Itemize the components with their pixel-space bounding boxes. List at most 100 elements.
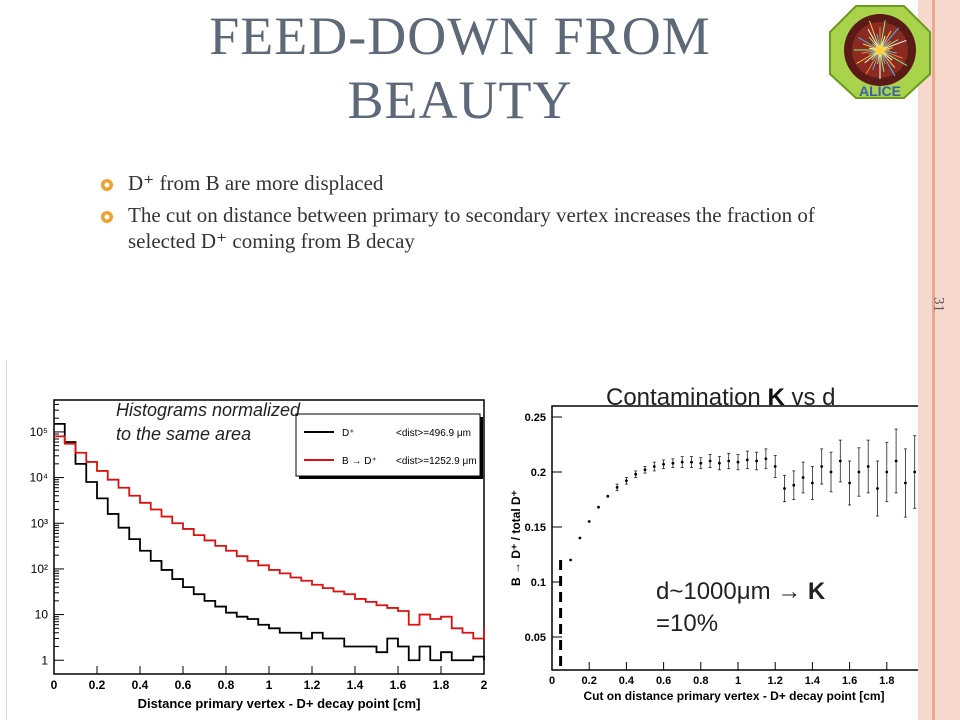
x-tick-label: 0 (51, 678, 58, 692)
data-point (680, 460, 684, 464)
data-point (904, 481, 907, 485)
logo-ray (879, 49, 896, 77)
distance-histogram-chart: 1 10 10² 10³ 10⁴ 10⁵ 0 0.2 0.4 0.6 0.8 1 1.2 1.4 1.6 1.… (29, 399, 488, 711)
x-tick-label: 2 (481, 678, 488, 692)
contamination-label: Contamination K vs d (606, 384, 835, 412)
data-point (764, 457, 768, 461)
data-point (690, 460, 693, 464)
x-tick-label: 1 (266, 678, 273, 692)
data-point (587, 520, 591, 523)
data-point (718, 461, 721, 465)
data-point (727, 459, 731, 463)
data-point (773, 465, 777, 468)
data-point (811, 481, 814, 485)
bullet-list: D⁺ from B are more displaced The cut on … (100, 170, 860, 260)
x-tick-label: 1.6 (390, 678, 407, 692)
x-tick-label: 1.8 (433, 678, 450, 692)
legend-label: B → D⁺ (342, 456, 377, 467)
y-axis-label: B → D⁺ / total D⁺ (509, 490, 523, 586)
contamination-prefix: Contamination (606, 384, 768, 411)
data-point (745, 458, 749, 462)
data-point (866, 465, 870, 468)
bullet-item: D⁺ from B are more displaced (100, 170, 860, 196)
y-tick-label: 0.05 (525, 632, 546, 644)
data-point (606, 494, 610, 498)
dval-prefix: d~1000μm → (656, 578, 808, 605)
data-point (615, 486, 619, 489)
data-point (894, 459, 898, 463)
data-point (652, 465, 656, 468)
bullet-icon (101, 179, 113, 191)
data-point (783, 487, 786, 490)
y-tick-label: 10⁵ (30, 425, 48, 439)
x-tick-label: 0.6 (175, 678, 192, 692)
data-point (569, 558, 572, 562)
data-point (848, 481, 851, 485)
bullet-item: The cut on distance between primary to s… (100, 202, 860, 254)
contamination-k: K (767, 384, 785, 411)
x-tick-label: 1.8 (879, 675, 894, 687)
data-point (801, 476, 805, 479)
y-tick-label: 0.2 (531, 467, 546, 479)
legend-label: D⁺ (342, 428, 355, 439)
contamination-suffix: vs d (784, 384, 836, 411)
data-point (829, 470, 833, 474)
data-point (662, 462, 665, 466)
data-point (792, 483, 796, 487)
x-tick-label: 0.2 (582, 675, 597, 687)
x-tick-label: 1.2 (768, 675, 783, 687)
logo-ray (879, 49, 908, 66)
slide-accent-band (918, 0, 960, 720)
legend-stat: <dist>=1252.9 μm (396, 456, 477, 467)
bullet-text: D⁺ from B are more displaced (128, 171, 384, 195)
y-tick-label: 10 (35, 608, 49, 622)
x-tick-label: 1.6 (842, 675, 857, 687)
plot-frame (551, 405, 918, 671)
y-tick-label: 1 (41, 653, 48, 667)
data-point (857, 470, 861, 474)
x-tick-label: 0.6 (656, 675, 671, 687)
slide-number: 31 (930, 297, 947, 312)
x-tick-label: 0.2 (89, 678, 106, 692)
data-point (643, 468, 647, 472)
distance-value-label: d~1000μm → K =10% (656, 576, 825, 640)
alice-logo: ALICE (829, 5, 931, 99)
data-point (597, 505, 600, 509)
data-point (838, 459, 842, 463)
x-tick-label: 0.4 (619, 675, 635, 687)
slide-accent-line (932, 0, 935, 720)
x-tick-label: 0.8 (693, 675, 708, 687)
data-point (625, 479, 628, 483)
x-tick-label: 1.4 (347, 678, 364, 692)
data-point (755, 459, 758, 463)
x-axis-label: Distance primary vertex - D+ decay point… (138, 696, 421, 711)
y-tick-label: 0.1 (531, 577, 546, 589)
x-tick-label: 1.4 (805, 675, 821, 687)
x-tick-label: 0 (549, 675, 555, 687)
left-divider (6, 360, 7, 720)
data-point (885, 470, 889, 474)
series-d-plus-line (54, 422, 485, 662)
y-tick-label: 10³ (31, 516, 48, 530)
dval-percent: =10% (656, 610, 719, 637)
slide-title: FEED-DOWN FROM BEAUTY (209, 6, 711, 130)
legend-box (295, 413, 481, 477)
data-point (820, 465, 824, 468)
series-b-to-d-plus-line (54, 435, 485, 640)
data-point (699, 461, 703, 465)
x-tick-label: 0.8 (218, 678, 235, 692)
x-tick-label: 1 (735, 675, 741, 687)
x-tick-label: 0.4 (132, 678, 149, 692)
x-tick-label: 1.2 (304, 678, 321, 692)
alice-logo-text: ALICE (859, 83, 901, 99)
logo-ray (868, 20, 881, 51)
data-point (736, 460, 740, 464)
dval-k: K (807, 578, 826, 605)
bullet-icon (101, 211, 113, 223)
y-tick-label: 10² (31, 562, 48, 576)
data-point (634, 472, 638, 476)
x-axis-label: Cut on distance primary vertex - D+ deca… (583, 689, 884, 703)
data-point (876, 487, 879, 490)
histogram-note: Histograms normalized to the same area (116, 400, 301, 444)
bullet-text: The cut on distance between primary to s… (128, 203, 815, 253)
